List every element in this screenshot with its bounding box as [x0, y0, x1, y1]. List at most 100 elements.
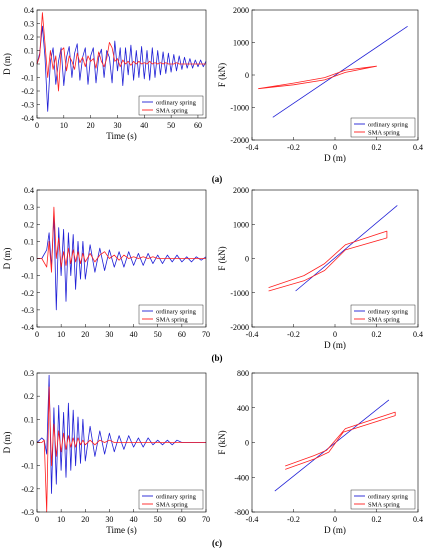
y-tick-label: -800 — [234, 508, 249, 517]
x-tick-label: 0.4 — [413, 330, 423, 339]
x-tick-label: 10 — [57, 330, 65, 339]
x-tick-label: 0 — [35, 330, 39, 339]
x-tick-label: 0.4 — [413, 143, 423, 152]
legend-label-ordinary: ordinary spring — [368, 121, 409, 128]
legend-label-ordinary: ordinary spring — [156, 308, 197, 315]
legend-label-sma: SMA spring — [156, 316, 188, 323]
x-tick-label: -0.4 — [246, 330, 259, 339]
panel-label-c: (c) — [212, 538, 222, 548]
y-tick-label: 2000 — [233, 186, 249, 195]
panel-label-a: (a) — [212, 174, 223, 184]
y-tick-label: -2000 — [230, 323, 249, 332]
x-tick-label: 30 — [105, 330, 113, 339]
y-tick-label: -400 — [234, 473, 249, 482]
x-axis-label: Time (s) — [106, 131, 136, 141]
y-tick-label: -0.1 — [21, 462, 34, 471]
legend-box — [350, 117, 416, 138]
x-tick-label: 60 — [178, 515, 186, 524]
x-tick-label: 0 — [333, 515, 337, 524]
legend-label-ordinary: ordinary spring — [156, 493, 197, 500]
y-axis-label: D (m) — [2, 248, 12, 270]
x-tick-label: 0 — [333, 330, 337, 339]
series-line-sma — [285, 411, 396, 470]
y-tick-label: 0.4 — [24, 6, 34, 15]
x-tick-label: -0.4 — [246, 143, 259, 152]
y-tick-label: -0.4 — [21, 114, 34, 123]
y-axis-label: F (kN) — [217, 430, 227, 454]
y-tick-label: 1000 — [233, 39, 249, 48]
x-tick-label: 50 — [154, 515, 162, 524]
x-tick-label: -0.2 — [287, 143, 300, 152]
legend-label-sma: SMA spring — [156, 107, 188, 114]
x-tick-label: 0.2 — [372, 143, 382, 152]
y-tick-label: 0.3 — [24, 203, 34, 212]
x-tick-label: 40 — [130, 515, 138, 524]
y-axis-label: F (kN) — [217, 63, 227, 87]
x-axis-label: D (m) — [324, 153, 346, 163]
series-line-sma — [37, 386, 206, 513]
y-tick-label: 0.2 — [24, 392, 34, 401]
x-tick-label: 60 — [178, 330, 186, 339]
x-tick-label: 60 — [194, 121, 202, 130]
x-tick-label: 10 — [60, 121, 68, 130]
x-tick-label: 70 — [202, 330, 210, 339]
legend-label-sma: SMA spring — [368, 316, 400, 323]
legend-label-ordinary: ordinary spring — [368, 308, 409, 315]
y-tick-label: 0 — [30, 439, 34, 448]
series-line-ordinary — [37, 215, 207, 311]
chart-b-hyst: -0.4 -0.2 0 0.2 0.4 -2000 -1000 0 1000 2000 D (m) F… — [217, 186, 423, 350]
chart-c-time: 0 10 20 30 40 50 60 70 -0.3 -0.2 -0.1 0 0.1 0.2 0.3 Tim… — [2, 369, 210, 535]
x-tick-label: 20 — [81, 330, 89, 339]
x-tick-label: 30 — [105, 515, 113, 524]
x-tick-label: 20 — [81, 515, 89, 524]
chart-b-time: 0 10 20 30 40 50 60 70 -0.4 -0.3 -0.2 -0.1 0 0.1 0.2 0.… — [2, 186, 210, 339]
y-tick-label: -0.2 — [21, 289, 34, 298]
y-tick-label: -2000 — [230, 136, 249, 145]
x-tick-label: 0.2 — [372, 515, 382, 524]
x-tick-label: 40 — [130, 330, 138, 339]
y-tick-label: 0.1 — [24, 415, 34, 424]
y-tick-label: 0 — [245, 255, 249, 264]
legend-label-sma: SMA spring — [368, 129, 400, 136]
chart-c-hyst: -0.4 -0.2 0 0.2 0.4 -800 -400 0 400 800 D (m) F (kN… — [217, 369, 423, 535]
y-tick-label: 0.1 — [24, 47, 34, 56]
y-tick-label: 0 — [245, 71, 249, 80]
legend-label-sma: SMA spring — [368, 501, 400, 508]
x-tick-label: -0.4 — [246, 515, 259, 524]
x-axis-label: D (m) — [324, 525, 346, 535]
x-tick-label: 50 — [167, 121, 175, 130]
y-tick-label: -1000 — [230, 104, 249, 113]
y-tick-label: -0.1 — [21, 272, 34, 281]
x-tick-label: -0.2 — [287, 330, 300, 339]
y-tick-label: -0.4 — [21, 323, 34, 332]
y-tick-label: 0.2 — [24, 33, 34, 42]
series-line-sma — [258, 65, 377, 90]
y-tick-label: 0.3 — [24, 20, 34, 29]
x-tick-label: 70 — [202, 515, 210, 524]
y-tick-label: -0.3 — [21, 508, 34, 517]
x-tick-label: 0 — [35, 121, 39, 130]
y-tick-label: -0.3 — [21, 101, 34, 110]
legend-box — [138, 304, 204, 325]
x-tick-label: 0 — [333, 143, 337, 152]
x-tick-label: 10 — [57, 515, 65, 524]
y-tick-label: 0.2 — [24, 220, 34, 229]
y-tick-label: -0.3 — [21, 306, 34, 315]
y-tick-label: 0.3 — [24, 369, 34, 378]
y-tick-label: 800 — [237, 369, 249, 378]
x-tick-label: 0.2 — [372, 330, 382, 339]
legend-label-ordinary: ordinary spring — [156, 99, 197, 106]
x-tick-label: 0 — [35, 515, 39, 524]
y-tick-label: 0 — [245, 439, 249, 448]
y-tick-label: 400 — [237, 404, 249, 413]
y-tick-label: -1000 — [230, 289, 249, 298]
x-tick-label: 20 — [87, 121, 95, 130]
y-tick-label: 0.1 — [24, 237, 34, 246]
chart-a-hyst: -0.4 -0.2 0 0.2 0.4 -2000 -1000 0 1000 2000 D (m) F… — [217, 6, 423, 163]
series-line-sma — [268, 230, 388, 292]
